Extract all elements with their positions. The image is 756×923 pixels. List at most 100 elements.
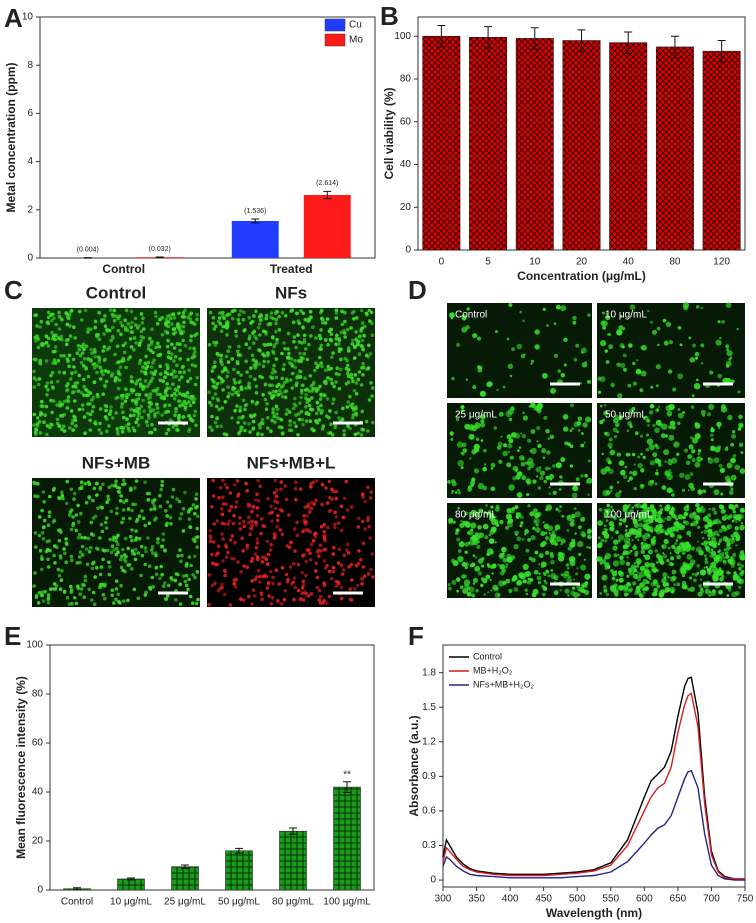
bar [422, 35, 461, 251]
cell [618, 490, 622, 494]
cell [360, 427, 364, 432]
cell [296, 562, 301, 567]
cell [176, 554, 180, 558]
cell [181, 324, 186, 329]
legend-label: Cu [349, 20, 362, 31]
cell [181, 311, 186, 315]
cell [147, 564, 152, 568]
cell [193, 350, 197, 354]
cell [86, 536, 91, 541]
cell [255, 541, 260, 545]
cell [110, 334, 115, 339]
cell [228, 603, 233, 607]
cell [490, 526, 497, 533]
cell [58, 587, 63, 591]
cell [342, 429, 346, 433]
cell [535, 523, 539, 527]
cell [72, 414, 76, 419]
cell [713, 489, 720, 496]
cell [694, 461, 701, 468]
cell [567, 567, 570, 570]
cell [509, 374, 513, 378]
cell [173, 355, 178, 359]
cell [354, 381, 359, 385]
cell [216, 551, 220, 555]
cell [65, 479, 69, 484]
cell [346, 400, 351, 404]
cell [112, 535, 116, 539]
cell [49, 380, 54, 385]
cell [119, 565, 124, 570]
cell [582, 422, 588, 428]
cell [255, 555, 260, 559]
cell [74, 513, 79, 517]
cell [99, 522, 104, 527]
y-tick-label: 60 [400, 116, 412, 127]
cell [640, 484, 644, 488]
cell [603, 410, 609, 416]
cell [266, 496, 270, 501]
cell [114, 597, 118, 602]
cell [361, 541, 366, 546]
cell [604, 404, 607, 407]
cell [260, 417, 265, 422]
cell [662, 582, 667, 587]
cell [112, 318, 117, 323]
cell [580, 517, 585, 523]
cell [294, 345, 298, 350]
cell [149, 379, 153, 383]
cell [662, 553, 668, 559]
panel-letter: F [408, 621, 424, 651]
cell [370, 552, 375, 556]
cell [284, 572, 289, 577]
cell [40, 530, 45, 535]
cell [522, 411, 525, 415]
cell [301, 325, 305, 330]
cell [242, 524, 246, 529]
cell [44, 334, 49, 339]
y-tick-label: 40 [400, 159, 412, 170]
cell [270, 418, 274, 423]
cell [550, 569, 554, 572]
cell [247, 594, 251, 599]
cell [162, 404, 167, 409]
cell [710, 445, 716, 451]
cell [136, 551, 141, 555]
cell [46, 600, 51, 605]
cell [537, 486, 542, 490]
cell [81, 553, 85, 557]
cell [209, 536, 213, 540]
cell [66, 359, 70, 364]
cell [144, 393, 148, 397]
cell [277, 382, 281, 387]
cell [193, 554, 197, 559]
y-tick-label: 10 [22, 12, 34, 23]
panel-letter: B [380, 1, 399, 31]
cell [538, 553, 544, 559]
cell [650, 537, 656, 544]
cell [698, 550, 704, 556]
cell [471, 593, 476, 598]
cell [292, 335, 297, 339]
cell [137, 361, 142, 366]
cell [713, 457, 720, 464]
cell [640, 434, 643, 438]
cell [255, 537, 260, 541]
cell [542, 521, 545, 524]
cell [739, 468, 746, 474]
cell [705, 517, 710, 522]
cell [725, 364, 730, 368]
cell [95, 481, 99, 486]
cell [623, 367, 627, 372]
cell [225, 333, 229, 337]
cell [233, 381, 237, 385]
cell [254, 337, 259, 341]
cell [640, 549, 645, 554]
cell [101, 372, 105, 377]
cell [457, 460, 464, 467]
cell [697, 489, 703, 495]
cell [242, 564, 246, 568]
cell [164, 389, 168, 393]
cell [41, 490, 46, 494]
